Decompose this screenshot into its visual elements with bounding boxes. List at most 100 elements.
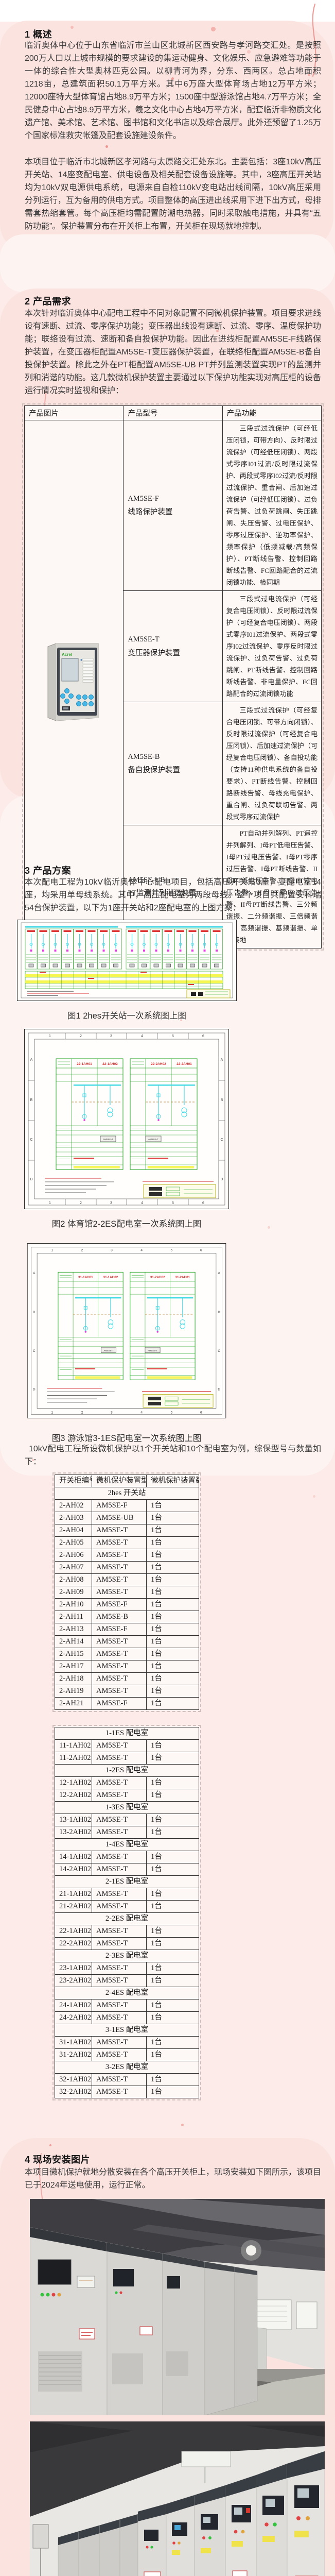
panel-label: 22-1AH01: [77, 1062, 92, 1066]
config-row: 11-1AH02 AM5SE-T 1台: [55, 1739, 200, 1752]
product-table-header-row: 产品图片 产品型号 产品功能: [24, 405, 322, 420]
col-header-product-function: 产品功能: [222, 405, 322, 420]
deco-dot: [268, 1226, 270, 1229]
device-qty: 1台: [146, 1974, 200, 1987]
device-model: AM5SE-T: [92, 1962, 147, 1975]
cabinet-id: 24-2AH02: [55, 2011, 92, 2024]
config-row: 2-AH03 AM5SE-UB 1台: [55, 1512, 199, 1524]
device-model: AM5SE-T: [92, 1648, 147, 1660]
svg-text:6: 6: [202, 1035, 204, 1038]
device-model: AM5SE-T: [92, 2036, 147, 2049]
deco-dot: [105, 145, 108, 148]
room-group-name: 2-1ES 配电室: [54, 1875, 200, 1888]
config-row: 11-2AH02 AM5SE-T 1台: [55, 1752, 200, 1765]
config-row: 24-1AH02 AM5SE-T 1台: [55, 1999, 200, 2012]
section-3-heading: 3 产品方案: [25, 866, 72, 876]
device-model: AM5SE-T: [92, 1586, 147, 1599]
cabinet-id: 2-AH03: [55, 1512, 92, 1524]
room-group-row: 2-3ES 配电室: [54, 1950, 200, 1962]
device-model: AM5SE-T: [92, 2011, 147, 2024]
cabinet-id: 2-AH10: [55, 1598, 92, 1611]
cabinet-id: 2-AH17: [55, 1660, 92, 1673]
config-row: 31-1AH02 AM5SE-T 1台: [55, 2036, 200, 2049]
model-name: AM5SE-UB: [128, 875, 165, 884]
panel-label: 31-2AH02: [150, 1276, 165, 1279]
room-group-name: 3-1ES 配电室: [54, 2024, 200, 2037]
device-qty: 1台: [146, 1561, 199, 1574]
device-qty: 1台: [146, 1888, 200, 1901]
svg-text:5: 5: [171, 1249, 173, 1252]
device-model: AM5SE-B: [92, 1611, 147, 1623]
config-row: 32-2AH02 AM5SE-T 1台: [55, 2086, 200, 2098]
config-row: 13-1AH02 AM5SE-T 1台: [55, 1814, 200, 1826]
svg-text:C: C: [220, 1138, 223, 1142]
figure-1-diagram: [17, 920, 237, 1001]
config-table-header-row: 开关柜编号 微机保护装置型号 微机保护装置数量: [55, 1475, 199, 1487]
device-model: AM5SE-T: [92, 2086, 147, 2098]
config-row: 32-1AH02 AM5SE-T 1台: [55, 2073, 200, 2086]
svg-text:C: C: [33, 1349, 36, 1353]
relay-tag: AM5SE-T: [148, 1349, 158, 1352]
device-model: AM5SE-F: [92, 1499, 147, 1512]
config-row: 2-AH04 AM5SE-T 1台: [55, 1524, 199, 1537]
device-model: AM5SE-T: [92, 1863, 147, 1876]
device-qty: 1台: [146, 2011, 200, 2024]
config-row: 2-AH21 AM5SE-F 1台: [55, 1697, 199, 1710]
device-model: AM5SE-T: [92, 1999, 147, 2012]
cabinet-id: 2-AH07: [55, 1561, 92, 1574]
cabinet-id: 2-AH02: [55, 1499, 92, 1512]
config-row: 14-2AH02 AM5SE-T 1台: [55, 1863, 200, 1876]
product-functions-cell: PT自动并列解列、PT遥控并列解列、I母PT低电压告警、I母PT过电压告警、I母…: [222, 825, 322, 948]
installation-photo-1: [30, 2199, 325, 2415]
device-model: AM5SE-T: [92, 2048, 147, 2061]
device-model: AM5SE-T: [92, 1536, 147, 1549]
svg-text:1: 1: [49, 1201, 51, 1205]
device-model: AM5SE-F: [92, 1598, 147, 1611]
solution-intro: 本次配电工程为10kV临沂奥体中心配电项目，包括高压开关站3座，变配电室14座，…: [25, 878, 321, 912]
svg-text:4: 4: [140, 1411, 143, 1414]
config-row: 2-AH17 AM5SE-T 1台: [55, 1660, 199, 1673]
cabinet-id: 21-1AH02: [55, 1888, 92, 1901]
config-row: 2-AH08 AM5SE-T 1台: [55, 1573, 199, 1586]
svg-text:D: D: [33, 1388, 36, 1392]
svg-text:5: 5: [172, 1201, 174, 1205]
functions-text: PT自动并列解列、PT遥控并列解列、I母PT低电压告警、I母PT过电压告警、I母…: [226, 829, 318, 944]
product-model-cell: AM5SE-B 备自投保护装置: [123, 702, 223, 825]
cabinet-id: 32-1AH02: [55, 2073, 92, 2086]
svg-text:C: C: [218, 1349, 220, 1353]
device-qty: 1台: [146, 1739, 200, 1752]
figure-2-diagram: 1 2 3 4 5 6 1 2 3 4 5 6 A B C D A B C D 22-1AH01 22-1A…: [24, 1029, 229, 1209]
config-table-rooms-wrap: 1-1ES 配电室 11-1AH02 AM5SE-T 1台 11-2AH02 A…: [52, 1725, 202, 2100]
cabinet-id: 2-AH04: [55, 1524, 92, 1537]
installation-intro: 本项目微机保护就地分散安装在各个高压开关柜上，现场安装如下图所示，该项目已于20…: [25, 2168, 322, 2190]
svg-text:B: B: [221, 1098, 223, 1102]
room-group-name: 2-2ES 配电室: [54, 1912, 200, 1925]
device-qty: 1台: [146, 1999, 200, 2012]
cabinet-id: 11-1AH02: [55, 1739, 92, 1752]
config-row: 23-2AH02 AM5SE-T 1台: [55, 1974, 200, 1987]
cabinet-id: 2-AH18: [55, 1672, 92, 1685]
room-group-row: 3-1ES 配电室: [54, 2024, 200, 2037]
device-model: AM5SE-T: [92, 1851, 147, 1863]
model-subtitle: PT监测并列消谐装置: [128, 889, 197, 897]
config-row: 2-AH10 AM5SE-F 1台: [55, 1598, 199, 1611]
device-qty: 1台: [146, 1776, 200, 1789]
cabinet-id: 12-2AH02: [55, 1789, 92, 1802]
config-row: 22-1AH02 AM5SE-T 1台: [55, 1925, 200, 1938]
deco-light-1: [0, 234, 335, 292]
col-header-cabinet-id: 开关柜编号: [55, 1475, 92, 1487]
device-model: AM5SE-F: [92, 1697, 147, 1710]
figure-1-caption: 图1 2hes开关站一次系统图上图: [67, 1011, 187, 1021]
deco-dot: [35, 96, 37, 98]
config-row: 13-2AH02 AM5SE-T 1台: [55, 1826, 200, 1839]
config-row: 2-AH14 AM5SE-T 1台: [55, 1635, 199, 1648]
device-qty: 1台: [146, 1586, 199, 1599]
cabinet-id: 2-AH19: [55, 1685, 92, 1698]
deco-dot: [70, 26, 74, 29]
product-model-cell: AM5SE-T 变压器保护装置: [123, 590, 223, 702]
overview-paragraph-2: 本项目位于临沂市北城新区孝河路与太原路交汇处东北。主要包括：3座10kV高压开关…: [25, 158, 322, 231]
device-model: AM5SE-T: [92, 1826, 147, 1839]
product-row-am5se-ub: AM5SE-UB PT监测并列消谐装置 PT自动并列解列、PT遥控并列解列、I母…: [25, 825, 322, 948]
config-row: 2-AH05 AM5SE-T 1台: [55, 1536, 199, 1549]
svg-text:A: A: [30, 1058, 33, 1062]
